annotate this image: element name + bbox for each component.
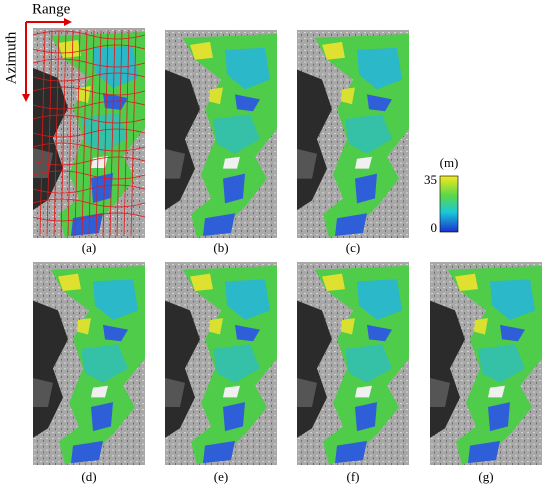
outline — [32, 128, 146, 138]
outline — [60, 29, 67, 237]
panel-label: (g) — [478, 469, 493, 484]
range-label: Range — [32, 1, 71, 17]
outline — [32, 142, 146, 152]
outline — [32, 72, 146, 82]
outline — [32, 100, 146, 110]
colorbar-unit: (m) — [440, 155, 459, 170]
panel-label: (f) — [347, 469, 360, 484]
panel-label: (d) — [81, 469, 96, 484]
panel-label: (e) — [214, 469, 228, 484]
azimuth-label: Azimuth — [3, 31, 19, 84]
outline — [32, 184, 146, 194]
outline — [116, 29, 123, 237]
map-panel — [430, 262, 542, 465]
colorbar-min: 0 — [431, 220, 438, 235]
panel-label: (a) — [82, 240, 96, 255]
outline — [32, 212, 146, 222]
outline — [109, 29, 116, 237]
map-panel — [165, 30, 277, 238]
arrow-head — [64, 18, 72, 26]
map-panel — [165, 262, 277, 465]
outline — [46, 29, 53, 237]
outline — [32, 114, 146, 124]
outline — [67, 29, 74, 237]
outline — [88, 29, 95, 237]
panel-label: (c) — [346, 240, 360, 255]
arrow-head — [22, 94, 30, 102]
map-panel — [33, 262, 145, 465]
segment-outlines — [32, 29, 146, 237]
outline — [39, 29, 46, 237]
map-panel — [297, 262, 409, 465]
outline — [123, 29, 130, 237]
outline — [53, 29, 60, 237]
outline — [32, 86, 146, 96]
panel-label: (b) — [213, 240, 228, 255]
map-panel — [297, 30, 409, 238]
colorbar — [439, 175, 459, 233]
outline — [74, 29, 81, 237]
outline — [32, 170, 146, 180]
outline — [130, 29, 137, 237]
outline — [32, 156, 146, 166]
outline — [32, 198, 146, 208]
outline — [102, 29, 109, 237]
outline — [95, 29, 102, 237]
outline — [32, 58, 146, 68]
colorbar-max: 35 — [424, 172, 437, 187]
